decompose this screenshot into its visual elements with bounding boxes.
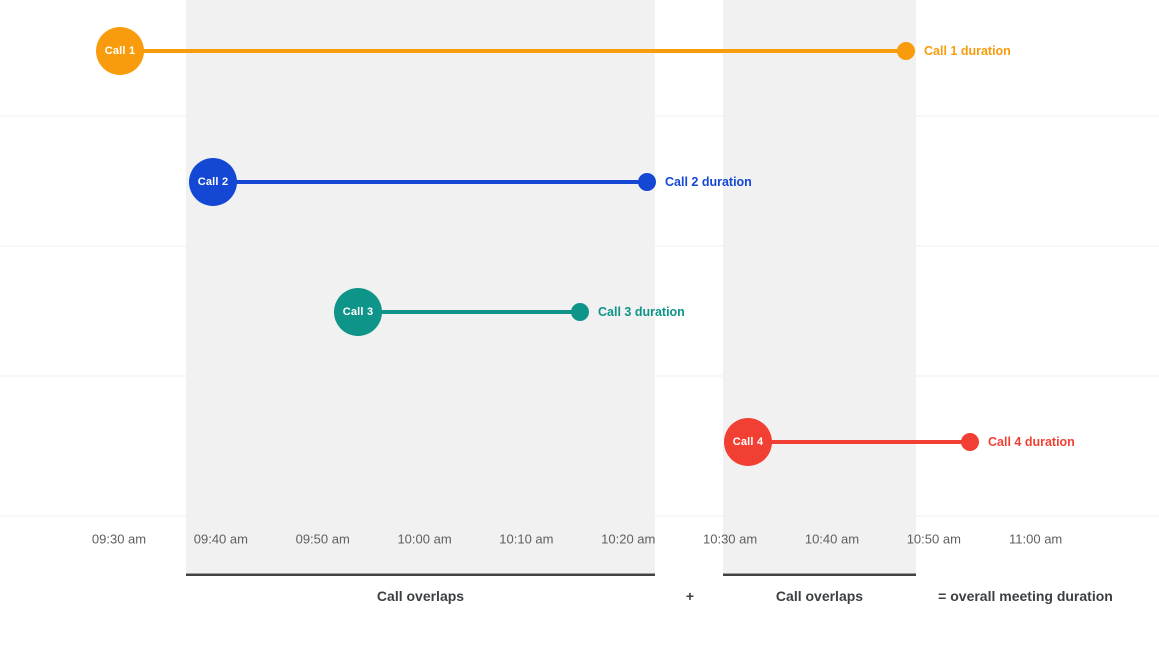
overlap-region-underline (186, 573, 655, 576)
call-name: Call 3 (342, 306, 374, 318)
call-end-dot (897, 42, 915, 60)
x-axis-tick-label: 10:40 am (804, 531, 860, 547)
call-duration-line (213, 180, 647, 184)
call-duration-line (120, 49, 906, 53)
plus-sign-label: + (685, 588, 695, 604)
x-axis-tick-label: 10:30 am (702, 531, 758, 547)
call-name: Call 4 (732, 436, 764, 448)
overall-duration-label: = overall meeting duration (938, 588, 1113, 604)
x-axis-tick-label: 09:30 am (91, 531, 147, 547)
call-start-marker: Call 4 (724, 418, 772, 466)
x-axis-tick-label: 09:40 am (193, 531, 248, 547)
call-name: Call 2 (197, 176, 229, 188)
call-end-dot (638, 173, 656, 191)
call-overlap-region (723, 0, 916, 573)
call-start-marker: Call 1 (96, 27, 144, 75)
x-axis-tick-label: 10:10 am (499, 531, 554, 547)
call-duration-label: Call 2 duration (665, 175, 752, 189)
call-duration-label: Call 4 duration (988, 435, 1075, 449)
call-end-dot (961, 433, 979, 451)
call-start-marker: Call 2 (189, 158, 237, 206)
call-duration-line (748, 440, 970, 444)
x-axis-tick-label: 10:20 am (601, 531, 656, 547)
x-axis-tick-label: 10:00 am (397, 531, 452, 547)
x-axis-tick-label: 09:50 am (295, 531, 350, 547)
overlap-region-underline (723, 573, 916, 576)
call-end-dot (571, 303, 589, 321)
x-axis-tick-label: 11:00 am (1009, 531, 1063, 547)
call-start-marker: Call 3 (334, 288, 382, 336)
call-overlap-region (186, 0, 655, 573)
call-duration-label: Call 3 duration (598, 305, 685, 319)
call-name: Call 1 (104, 45, 136, 57)
call-duration-line (358, 310, 580, 314)
call-duration-label: Call 1 duration (924, 44, 1011, 58)
x-axis-tick-label: 10:50 am (906, 531, 961, 547)
call-overlaps-label: Call overlaps (775, 588, 864, 604)
call-overlaps-label: Call overlaps (376, 588, 465, 604)
